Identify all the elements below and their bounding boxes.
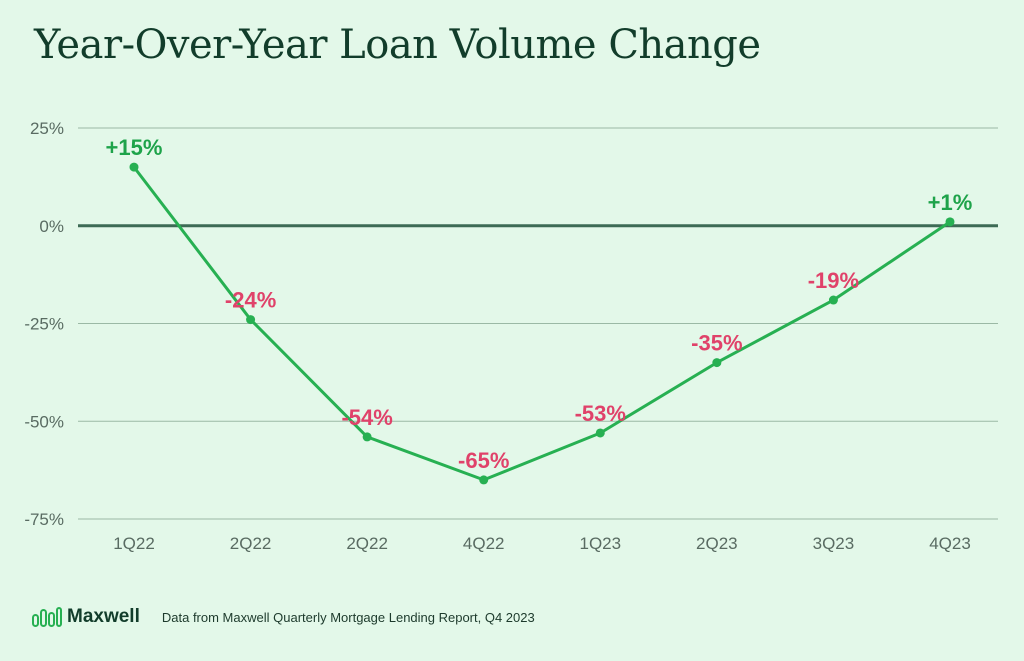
brand-name: Maxwell <box>67 606 140 627</box>
data-label: -19% <box>808 268 859 293</box>
page-title: Year-Over-Year Loan Volume Change <box>34 22 761 68</box>
data-point <box>828 295 838 305</box>
data-label: -35% <box>691 331 742 356</box>
data-label: -24% <box>225 288 276 313</box>
data-label: -65% <box>458 448 509 473</box>
x-tick-label: 2Q22 <box>346 534 388 553</box>
footer: Maxwell Data from Maxwell Quarterly Mort… <box>32 606 535 628</box>
x-tick-label: 4Q22 <box>463 534 505 553</box>
bar-chart-logo-icon <box>32 607 62 627</box>
data-label: +15% <box>106 135 163 160</box>
data-point <box>129 162 139 172</box>
x-tick-label: 2Q22 <box>230 534 272 553</box>
data-label: +1% <box>928 190 973 215</box>
x-tick-label: 4Q23 <box>929 534 971 553</box>
data-point <box>479 475 489 485</box>
y-tick-label: -75% <box>24 510 64 529</box>
y-tick-label: -25% <box>24 315 64 334</box>
data-point <box>246 315 256 325</box>
data-point <box>595 428 605 438</box>
data-point <box>362 432 372 442</box>
data-label: -54% <box>341 405 392 430</box>
y-tick-label: 0% <box>39 217 64 236</box>
source-note: Data from Maxwell Quarterly Mortgage Len… <box>161 609 535 625</box>
y-tick-label: 25% <box>30 119 64 138</box>
y-tick-label: -50% <box>24 412 64 431</box>
brand-logo: Maxwell <box>32 606 140 628</box>
x-tick-label: 2Q23 <box>696 534 738 553</box>
data-label: -53% <box>575 401 626 426</box>
data-point <box>712 358 722 368</box>
x-tick-label: 3Q23 <box>813 534 855 553</box>
x-tick-label: 1Q23 <box>579 534 621 553</box>
data-point <box>945 217 955 227</box>
series-line <box>132 165 952 482</box>
x-tick-label: 1Q22 <box>113 534 155 553</box>
